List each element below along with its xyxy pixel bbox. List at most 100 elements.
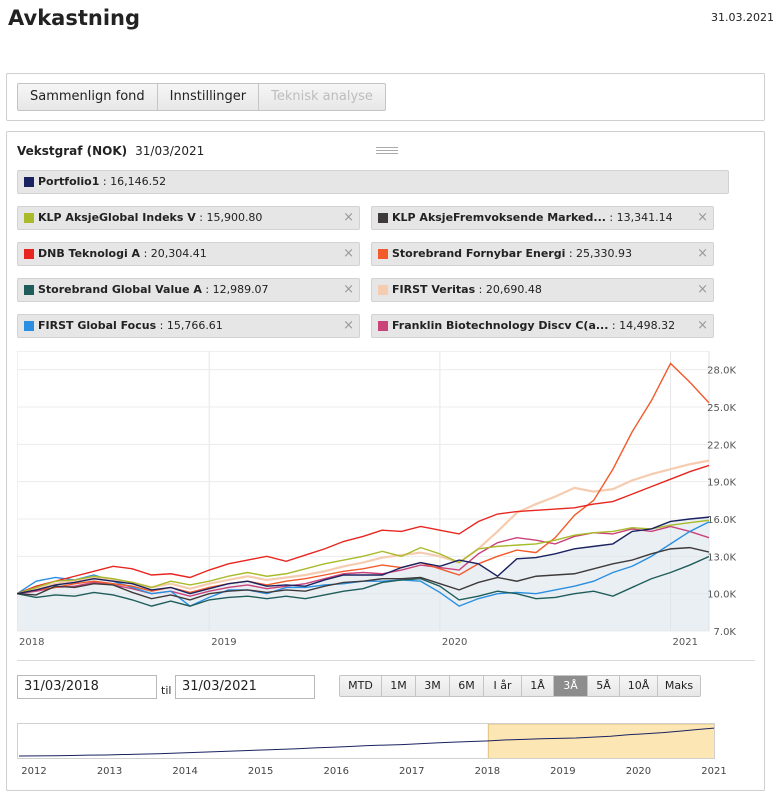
navigator-year-label: 2016 — [323, 766, 349, 777]
series-area — [17, 517, 709, 631]
fund-name: Storebrand Global Value A — [38, 283, 202, 296]
remove-fund-icon[interactable]: × — [697, 246, 708, 261]
fund-value: : 13,341.14 — [605, 211, 673, 224]
range-button[interactable]: 3Å — [554, 676, 588, 696]
fund-color-swatch — [378, 249, 388, 259]
remove-fund-icon[interactable]: × — [697, 318, 708, 333]
fund-color-swatch — [378, 321, 388, 331]
y-tick-label: 28.0K — [707, 366, 736, 377]
fund-name: FIRST Veritas — [392, 283, 476, 296]
navigator-line — [18, 727, 714, 757]
remove-fund-icon[interactable]: × — [697, 210, 708, 225]
series-line — [17, 555, 710, 607]
remove-fund-icon[interactable]: × — [343, 246, 354, 261]
range-navigator[interactable] — [17, 723, 715, 759]
series-line — [17, 516, 710, 595]
fund-chip[interactable]: Storebrand Global Value A : 12,989.07 × — [17, 278, 360, 302]
fund-value: : 20,304.41 — [140, 247, 207, 260]
portfolio-value: : 16,146.52 — [102, 175, 167, 188]
fund-value: : 12,989.07 — [201, 283, 269, 296]
navigator-year-label: 2018 — [474, 766, 501, 777]
portfolio-name: Portfolio1 — [38, 175, 100, 188]
report-date: 31.03.2021 — [711, 11, 774, 24]
remove-fund-icon[interactable]: × — [343, 210, 354, 225]
navigator-year-label: 2020 — [625, 766, 652, 777]
growth-panel: Vekstgraf (NOK) 31/03/2021 Portfolio1 : 1… — [6, 131, 765, 791]
fund-value: : 20,690.48 — [475, 283, 542, 296]
y-tick-label: 25.0K — [707, 403, 736, 414]
y-tick-label: 16.0K — [707, 515, 736, 526]
series-line — [17, 519, 710, 595]
fund-color-swatch — [378, 285, 388, 295]
toolbar-panel: Sammenlign fond Innstillinger Teknisk an… — [6, 73, 765, 121]
fund-value: : 15,900.80 — [195, 211, 263, 224]
growth-title: Vekstgraf (NOK) — [17, 144, 128, 158]
range-button[interactable]: I år — [484, 676, 522, 696]
fund-chip[interactable]: FIRST Global Focus : 15,766.61 × — [17, 314, 360, 338]
range-button[interactable]: 3M — [416, 676, 450, 696]
fund-chip[interactable]: KLP AksjeFremvoksende Marked... : 13,341… — [371, 206, 714, 230]
fund-color-swatch — [24, 285, 34, 295]
page-title: Avkastning — [8, 6, 140, 30]
remove-fund-icon[interactable]: × — [697, 282, 708, 297]
drag-handle-icon[interactable] — [376, 147, 398, 156]
fund-color-swatch — [378, 213, 388, 223]
range-button[interactable]: 5Å — [588, 676, 620, 696]
navigator-year-label: 2013 — [96, 766, 123, 777]
fund-chip[interactable]: FIRST Veritas : 20,690.48 × — [371, 278, 714, 302]
divider — [17, 660, 755, 661]
remove-fund-icon[interactable]: × — [343, 282, 354, 297]
tab-settings[interactable]: Innstillinger — [158, 84, 260, 110]
growth-date: 31/03/2021 — [135, 144, 205, 158]
y-tick-label: 13.0K — [707, 552, 736, 563]
navigator-year-label: 2015 — [247, 766, 274, 777]
fund-value: : 14,498.32 — [608, 319, 676, 332]
fund-chip[interactable]: Storebrand Fornybar Energi : 25,330.93 × — [371, 242, 714, 266]
growth-header: Vekstgraf (NOK) 31/03/2021 — [17, 144, 204, 158]
navigator-year-label: 2019 — [550, 766, 576, 777]
fund-name: Franklin Biotechnology Discv C(a... — [392, 319, 609, 332]
portfolio-chip[interactable]: Portfolio1 : 16,146.52 — [17, 170, 729, 194]
range-button[interactable]: 1Å — [522, 676, 554, 696]
fund-chip[interactable]: DNB Teknologi A : 20,304.41 × — [17, 242, 360, 266]
y-tick-label: 19.0K — [707, 478, 736, 489]
y-tick-label: 7.0K — [714, 627, 737, 638]
series-line — [17, 362, 710, 595]
growth-chart: 2018 2019 2020 2021 7.0K 10.0K 13.0K 16.0K 19.0K… — [17, 351, 737, 648]
series-line — [17, 546, 710, 601]
y-tick-label: 10.0K — [707, 590, 736, 601]
remove-fund-icon[interactable]: × — [343, 318, 354, 333]
series-line — [17, 464, 710, 595]
navigator-year-label: 2012 — [21, 766, 47, 777]
tab-technical-analysis: Teknisk analyse — [271, 89, 373, 104]
range-button[interactable]: 6M — [450, 676, 484, 696]
navigator-year-label: 2021 — [701, 766, 727, 777]
fund-chip[interactable]: Franklin Biotechnology Discv C(a... : 14… — [371, 314, 714, 338]
navigator-year-label: 2014 — [172, 766, 198, 777]
fund-value: : 15,766.61 — [156, 319, 223, 332]
fund-chip[interactable]: KLP AksjeGlobal Indeks V : 15,900.80 × — [17, 206, 360, 230]
fund-color-swatch — [24, 321, 34, 331]
tab-group: Sammenlign fond Innstillinger Teknisk an… — [17, 83, 386, 111]
fund-value: : 25,330.93 — [565, 247, 633, 260]
range-button[interactable]: Maks — [664, 679, 694, 692]
x-tick-label: 2020 — [442, 637, 467, 648]
from-date-input[interactable]: 31/03/2018 — [17, 675, 157, 699]
range-button[interactable]: 1M — [382, 676, 416, 696]
portfolio-color-swatch — [24, 177, 34, 187]
to-date-input[interactable]: 31/03/2021 — [175, 675, 315, 699]
x-tick-label: 2019 — [211, 637, 236, 648]
fund-color-swatch — [24, 213, 34, 223]
fund-name: KLP AksjeGlobal Indeks V — [38, 211, 196, 224]
fund-name: Storebrand Fornybar Energi — [392, 247, 566, 260]
navigator-selection[interactable] — [487, 724, 715, 759]
fund-name: FIRST Global Focus — [38, 319, 157, 332]
till-label: til — [161, 684, 172, 697]
range-button[interactable]: MTD — [340, 676, 382, 696]
tab-compare-funds[interactable]: Sammenlign fond — [18, 84, 158, 110]
fund-name: KLP AksjeFremvoksende Marked... — [392, 211, 606, 224]
range-button-group: MTD 1M 3M 6M I år 1Å 3Å 5Å 10Å Maks — [339, 675, 701, 697]
fund-color-swatch — [24, 249, 34, 259]
y-tick-label: 22.0K — [707, 440, 736, 451]
range-button[interactable]: 10Å — [620, 676, 658, 696]
